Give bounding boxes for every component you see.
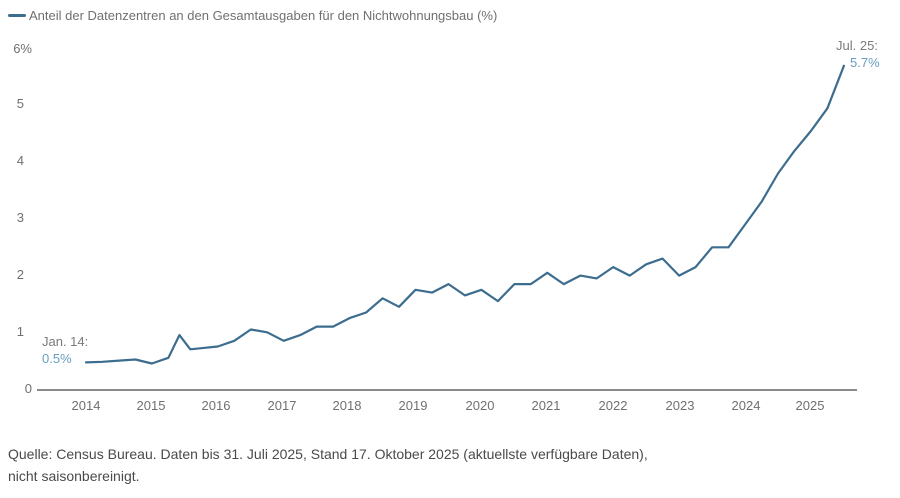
start-annotation: Jan. 14: 0.5% [42,333,88,367]
end-annotation-value: 5.7% [850,55,880,70]
x-tick: 2024 [731,398,761,413]
x-tick: 2023 [665,398,695,413]
y-tick: 4 [16,153,24,168]
x-tick: 2015 [136,398,166,413]
x-tick: 2018 [332,398,362,413]
y-tick: 0 [24,381,32,396]
source-line-2: nicht saisonbereinigt. [8,468,140,484]
data-line [84,64,845,365]
end-annotation-date: Jul. 25: [836,38,878,53]
source-line-1: Quelle: Census Bureau. Daten bis 31. Jul… [8,446,648,462]
y-tick: 6% [13,41,32,56]
end-annotation: Jul. 25: 5.7% [836,37,880,71]
chart-legend: Anteil der Datenzentren an den Gesamtaus… [8,8,497,23]
y-tick: 3 [16,210,24,225]
legend-line-swatch [8,14,26,17]
x-tick: 2017 [267,398,297,413]
x-tick: 2016 [201,398,231,413]
x-axis-line [37,389,857,391]
y-tick: 5 [16,96,24,111]
x-tick: 2025 [795,398,825,413]
x-tick: 2019 [398,398,428,413]
x-tick: 2020 [465,398,495,413]
legend-label: Anteil der Datenzentren an den Gesamtaus… [29,8,498,23]
source-note: Quelle: Census Bureau. Daten bis 31. Jul… [8,443,888,487]
x-tick: 2014 [71,398,101,413]
start-annotation-value: 0.5% [42,351,72,366]
x-tick: 2022 [598,398,628,413]
x-tick: 2021 [531,398,561,413]
y-tick: 1 [16,324,24,339]
y-tick: 2 [16,267,24,282]
start-annotation-date: Jan. 14: [42,334,89,349]
